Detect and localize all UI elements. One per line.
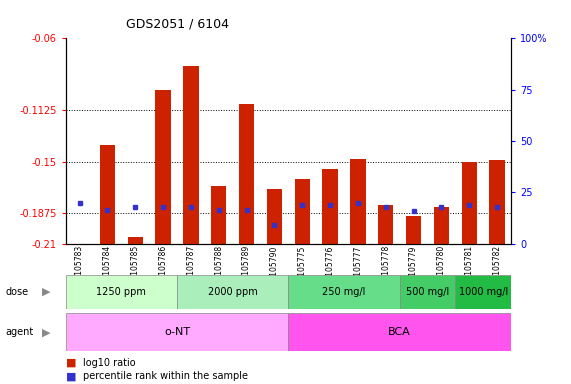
Text: ■: ■ [66, 371, 76, 381]
Bar [456, 275, 511, 309]
Bar [295, 179, 310, 244]
Bar [267, 189, 282, 244]
Bar [288, 275, 400, 309]
Text: 250 mg/l: 250 mg/l [323, 287, 365, 297]
Text: o-NT: o-NT [164, 327, 190, 337]
Bar [434, 207, 449, 244]
Bar [350, 159, 365, 244]
Bar [406, 217, 421, 244]
Bar [288, 313, 511, 351]
Bar [323, 169, 338, 244]
Bar [400, 275, 456, 309]
Bar [489, 160, 505, 244]
Text: ▶: ▶ [42, 327, 50, 337]
Text: log10 ratio: log10 ratio [83, 358, 135, 368]
Text: BCA: BCA [388, 327, 411, 337]
Bar [66, 313, 288, 351]
Bar [183, 66, 199, 244]
Text: dose: dose [6, 287, 29, 297]
Bar [66, 275, 177, 309]
Bar [127, 237, 143, 244]
Text: GDS2051 / 6104: GDS2051 / 6104 [126, 17, 228, 30]
Bar [378, 205, 393, 244]
Text: 2000 ppm: 2000 ppm [208, 287, 258, 297]
Text: percentile rank within the sample: percentile rank within the sample [83, 371, 248, 381]
Text: 500 mg/l: 500 mg/l [406, 287, 449, 297]
Bar [239, 104, 254, 244]
Text: 1000 mg/l: 1000 mg/l [459, 287, 508, 297]
Text: ■: ■ [66, 358, 76, 368]
Bar [461, 162, 477, 244]
Bar [100, 145, 115, 244]
Bar [177, 275, 288, 309]
Bar [211, 186, 227, 244]
Bar [155, 91, 171, 244]
Text: 1250 ppm: 1250 ppm [96, 287, 146, 297]
Text: agent: agent [6, 327, 34, 337]
Text: ▶: ▶ [42, 287, 50, 297]
